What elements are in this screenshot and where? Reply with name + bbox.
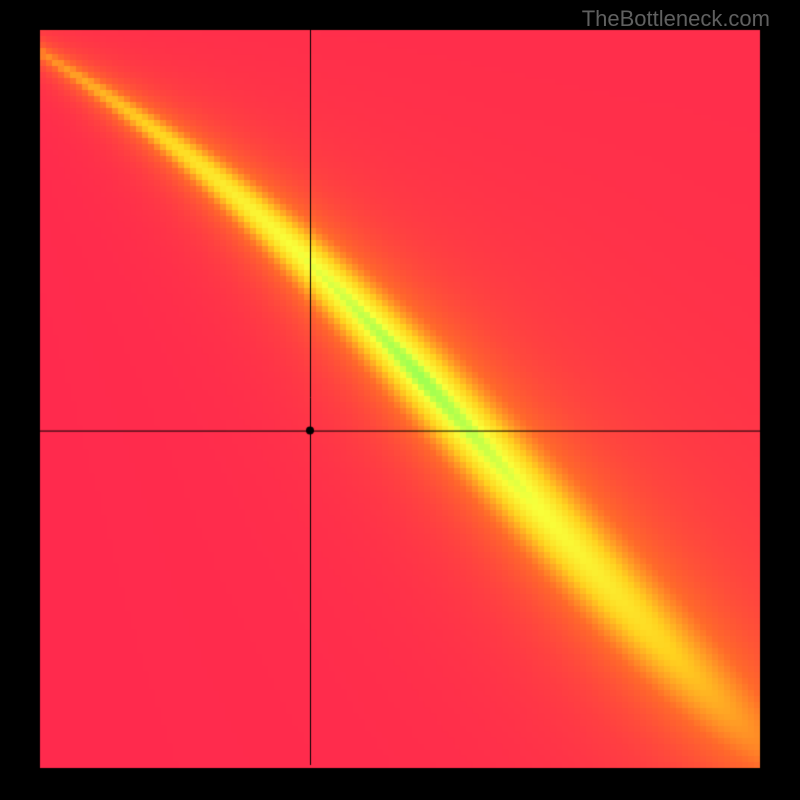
bottleneck-heatmap: [0, 0, 800, 800]
watermark-text: TheBottleneck.com: [582, 6, 770, 32]
